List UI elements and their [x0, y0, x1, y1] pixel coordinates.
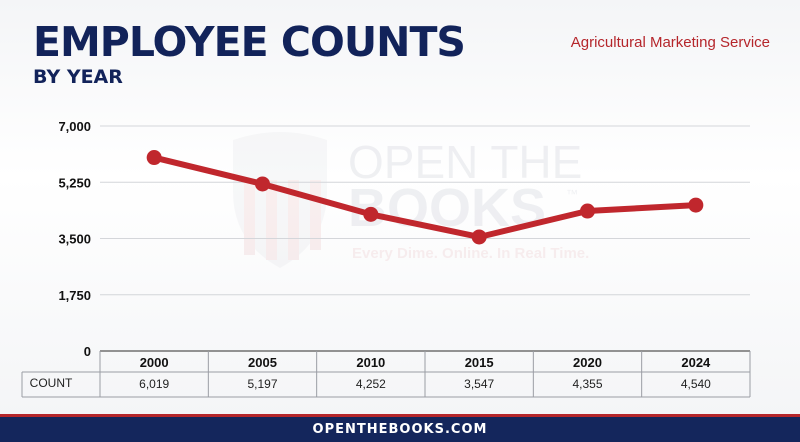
table-cell-value: 4,540: [681, 377, 711, 391]
y-tick-label: 0: [84, 344, 91, 359]
y-axis: 0 1,750 3,500 5,250 7,000: [58, 119, 91, 359]
agency-name: Agricultural Marketing Service: [570, 34, 770, 51]
chart-area: OPEN THE BOOKS ™ Every Dime. Online. In …: [21, 119, 751, 398]
data-point-2020: [580, 203, 595, 219]
watermark-tagline: Every Dime. Online. In Real Time.: [352, 245, 589, 262]
footer-bar: OPENTHEBOOKS.COM: [0, 414, 800, 442]
data-point-2005: [255, 176, 270, 192]
watermark: OPEN THE BOOKS ™ Every Dime. Online. In …: [233, 132, 589, 268]
chart-title: EMPLOYEE COUNTS: [33, 18, 466, 66]
y-tick-label: 3,500: [58, 232, 91, 247]
shield-stripe: [266, 180, 277, 260]
series-path: [151, 154, 699, 240]
y-tick-label: 5,250: [58, 175, 91, 190]
shield-stripe: [310, 180, 321, 250]
table-cell-value: 4,252: [356, 377, 386, 391]
y-tick-label: 7,000: [58, 119, 91, 134]
x-category-label: 2005: [248, 355, 277, 370]
data-table: COUNT 2000 6,019 2005 5,197 2010 4,252 2015 3,5…: [21, 351, 751, 398]
table-row-label: COUNT: [30, 376, 73, 390]
table-cell-value: 5,197: [247, 377, 277, 391]
table-cell-value: 6,019: [139, 377, 169, 391]
watermark-tm: ™: [566, 187, 578, 201]
series-line: [146, 150, 704, 245]
shield-stripe: [288, 180, 299, 260]
x-category-label: 2024: [681, 355, 711, 370]
table-cell-value: 3,547: [464, 377, 494, 391]
data-point-2015: [471, 229, 487, 245]
footer-link[interactable]: OPENTHEBOOKS.COM: [312, 422, 488, 437]
x-category-label: 2015: [465, 355, 494, 370]
shield-stripe: [244, 180, 255, 255]
x-category-label: 2000: [140, 355, 169, 370]
table-cell-value: 4,355: [572, 377, 602, 391]
chart-subtitle: BY YEAR: [33, 66, 123, 88]
x-category-label: 2020: [573, 355, 602, 370]
watermark-line1: OPEN THE: [348, 136, 582, 188]
shield-icon: [233, 132, 327, 268]
data-point-2010: [363, 206, 379, 222]
x-category-label: 2010: [356, 355, 385, 370]
data-point-2024: [688, 197, 704, 213]
data-point-2000: [146, 150, 162, 166]
y-tick-label: 1,750: [58, 288, 91, 303]
